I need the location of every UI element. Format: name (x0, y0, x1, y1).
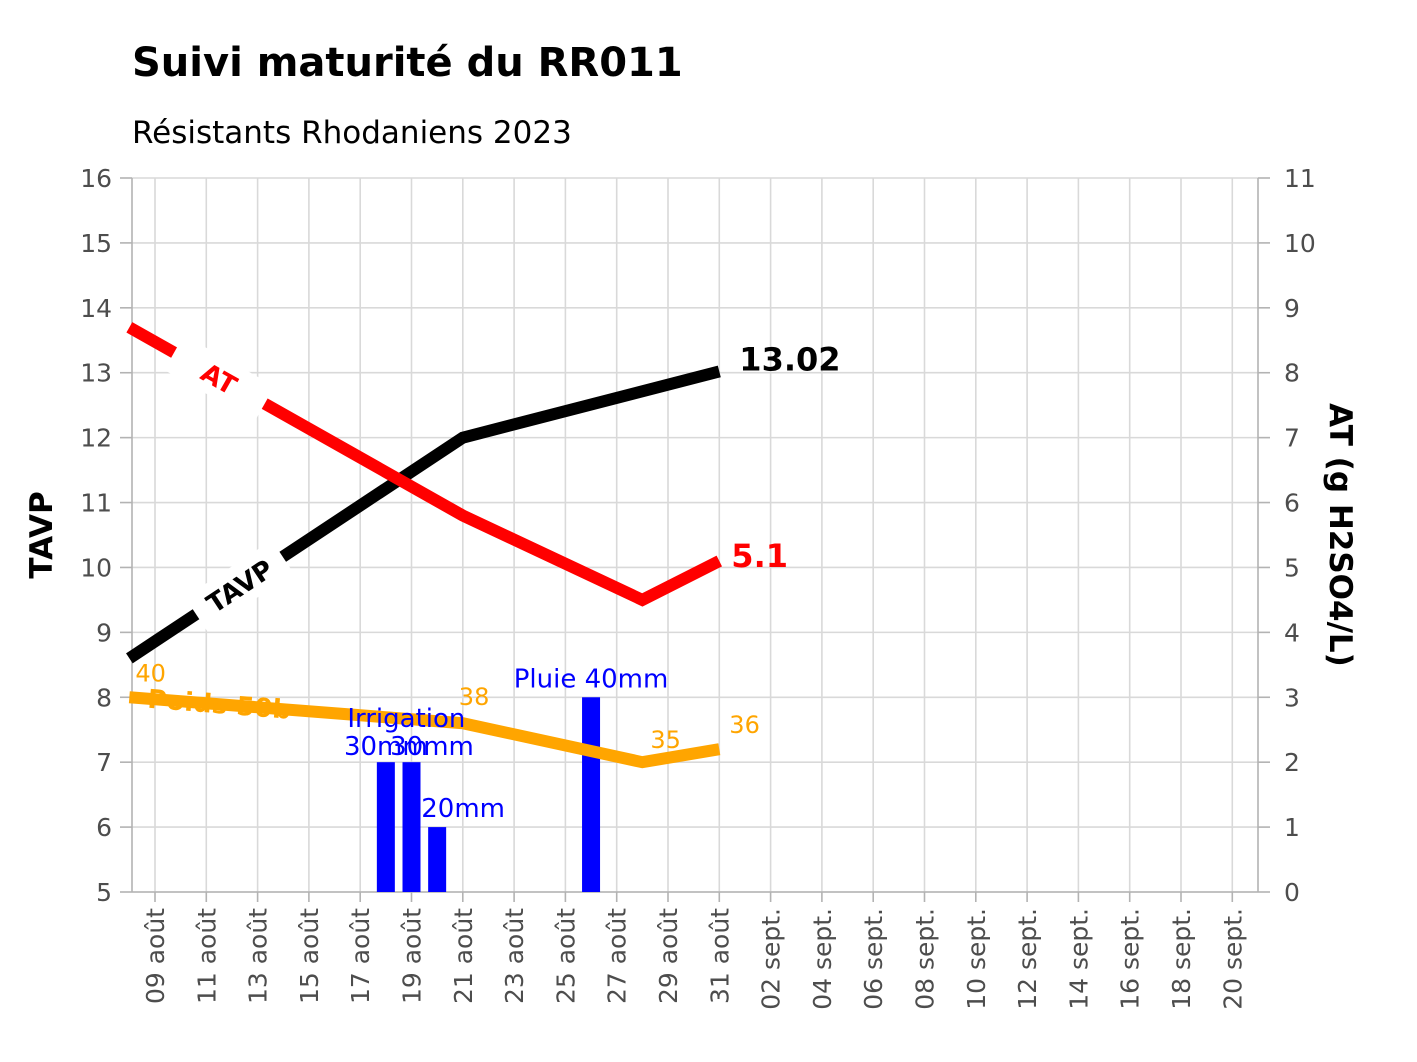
x-axis-ticks: 09 août 11 août 13 août 15 août 17 août 19 ao… (141, 892, 1247, 1010)
x-tick-label: 16 sept. (1116, 908, 1145, 1010)
rain-bar (428, 827, 446, 892)
left-tick-label: 9 (96, 618, 112, 647)
rain-bar (377, 762, 395, 892)
right-tick-label: 6 (1284, 489, 1300, 518)
poids-point-label: 35 (650, 726, 681, 754)
left-tick-label: 14 (80, 294, 112, 323)
right-tick-label: 2 (1284, 748, 1300, 777)
left-tick-label: 12 (80, 424, 112, 453)
y-gridlines (132, 178, 1258, 892)
left-tick-label: 7 (96, 748, 112, 777)
x-tick-label: 13 août (244, 908, 273, 1004)
left-tick-label: 16 (80, 164, 112, 193)
x-tick-label: 21 août (449, 908, 478, 1004)
inline-label-poids: Poids 50b (146, 685, 292, 726)
right-tick-label: 8 (1284, 359, 1300, 388)
right-tick-label: 7 (1284, 424, 1300, 453)
end-label-tavp: 13.02 (739, 340, 840, 378)
rain-bar (403, 762, 421, 892)
right-tick-label: 9 (1284, 294, 1300, 323)
bar-label: 20mm (421, 794, 505, 824)
bar-label: Pluie 40mm (514, 664, 669, 694)
right-tick-label: 3 (1284, 683, 1300, 712)
left-tick-label: 6 (96, 813, 112, 842)
left-axis-title: TAVP (24, 491, 60, 578)
irrigation-amount-2: 30mm (390, 732, 474, 762)
rain-bar (582, 697, 600, 892)
x-tick-label: 25 août (551, 908, 580, 1004)
x-tick-label: 27 août (603, 908, 632, 1004)
left-tick-label: 13 (80, 359, 112, 388)
inline-label-tavp: TAVP (185, 540, 294, 631)
right-axis-title: AT (g H2SO4/L) (1322, 403, 1358, 667)
x-tick-label: 20 sept. (1218, 908, 1247, 1010)
right-tick-label: 10 (1284, 229, 1316, 258)
chart-subtitle: Résistants Rhodaniens 2023 (132, 115, 572, 151)
irrigation-label: Irrigation (347, 704, 465, 734)
x-tick-label: 19 août (398, 908, 427, 1004)
left-tick-label: 8 (96, 683, 112, 712)
left-axis-ticks: 5 6 7 8 9 10 11 12 13 14 15 16 (80, 164, 132, 907)
x-tick-label: 18 sept. (1167, 908, 1196, 1010)
right-tick-label: 4 (1284, 618, 1300, 647)
x-tick-label: 14 sept. (1064, 908, 1093, 1010)
x-tick-label: 08 sept. (911, 908, 940, 1010)
poids-point-label: 40 (135, 659, 166, 687)
right-tick-label: 0 (1284, 878, 1300, 907)
x-tick-label: 31 août (705, 908, 734, 1004)
left-tick-label: 10 (80, 553, 112, 582)
x-tick-label: 12 sept. (1013, 908, 1042, 1010)
x-tick-label: 10 sept. (962, 908, 991, 1010)
chart-title: Suivi maturité du RR011 (132, 40, 683, 86)
right-axis-ticks: 0 1 2 3 4 5 6 7 8 9 10 11 (1258, 164, 1316, 907)
right-tick-label: 1 (1284, 813, 1300, 842)
x-tick-label: 06 sept. (859, 908, 888, 1010)
end-label-at: 5.1 (731, 537, 788, 575)
left-tick-label: 15 (80, 229, 112, 258)
x-tick-label: 29 août (654, 908, 683, 1004)
right-tick-label: 11 (1284, 164, 1316, 193)
x-tick-label: 04 sept. (808, 908, 837, 1010)
x-tick-label: 17 août (346, 908, 375, 1004)
right-tick-label: 5 (1284, 553, 1300, 582)
left-tick-label: 11 (80, 489, 112, 518)
x-tick-label: 02 sept. (757, 908, 786, 1010)
poids-point-label: 36 (729, 711, 760, 739)
x-tick-label: 15 août (295, 908, 324, 1004)
x-tick-label: 09 août (141, 908, 170, 1004)
x-tick-label: 23 août (500, 908, 529, 1004)
x-tick-label: 11 août (192, 908, 221, 1004)
left-tick-label: 5 (96, 878, 112, 907)
